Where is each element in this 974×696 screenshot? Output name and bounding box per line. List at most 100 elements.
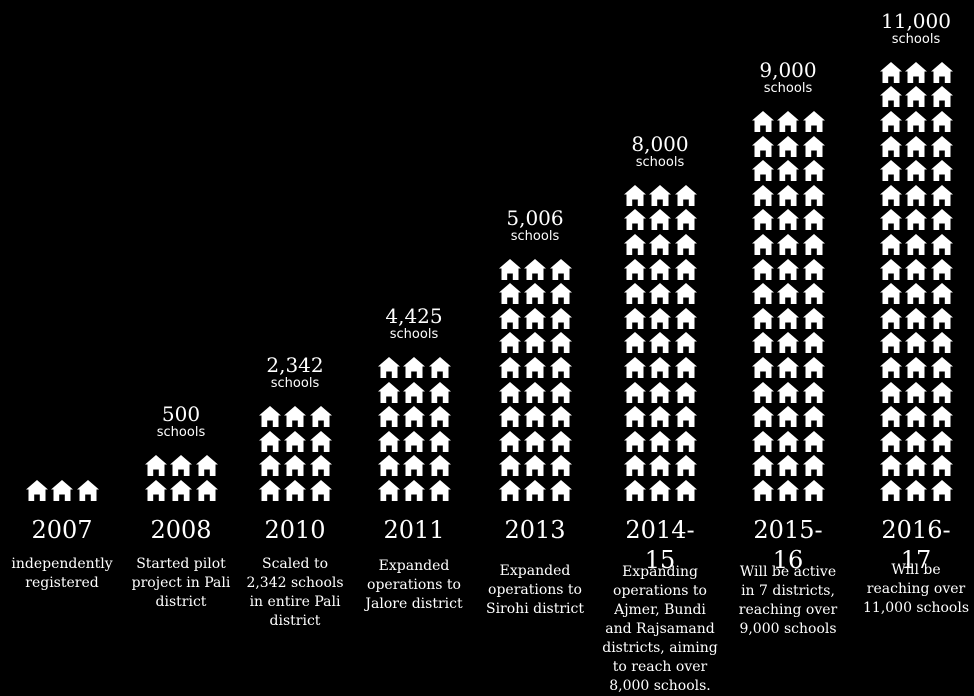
- school-house-icon: [879, 357, 902, 378]
- school-house-icon: [930, 135, 953, 157]
- school-house-icon: [524, 307, 546, 329]
- school-house-icon: [930, 111, 953, 132]
- school-house-icon: [751, 135, 774, 157]
- school-house-icon: [428, 430, 451, 452]
- school-house-icon: [524, 283, 546, 305]
- school-house-icon: [498, 480, 521, 501]
- school-house-icon: [930, 381, 953, 403]
- description-line: 9,000 schools: [739, 621, 837, 637]
- school-house-icon: [498, 381, 521, 403]
- school-house-icon: [930, 357, 953, 378]
- description-line: Sirohi district: [485, 601, 585, 617]
- school-house-icon: [649, 480, 671, 501]
- bar-2014-15: [615, 0, 705, 694]
- x-tick-label-2007: 2007: [31, 516, 93, 544]
- school-house-icon: [674, 381, 697, 403]
- school-house-icon: [802, 135, 825, 157]
- milestone-description-2011: Expanded operations to Jalore district: [359, 557, 469, 614]
- school-house-icon: [751, 111, 774, 132]
- school-house-icon: [879, 406, 902, 428]
- school-house-icon: [802, 430, 825, 452]
- school-house-icon: [930, 455, 953, 477]
- school-house-icon: [777, 455, 799, 477]
- school-house-icon: [51, 480, 73, 501]
- school-house-icon: [649, 184, 671, 206]
- school-house-icon: [674, 455, 697, 477]
- school-house-icon: [284, 455, 306, 477]
- school-house-icon: [549, 430, 572, 452]
- school-house-icon: [905, 86, 927, 108]
- column-2008: 500 schools 2008 Started pilot project in Pa…: [132, 0, 231, 694]
- school-house-icon: [879, 283, 902, 305]
- description-line: in 7 districts,: [741, 583, 835, 599]
- school-house-icon: [403, 381, 425, 403]
- description-line: Expanding: [622, 564, 698, 580]
- school-house-icon: [879, 184, 902, 206]
- school-house-icon: [777, 357, 799, 378]
- school-house-icon: [623, 307, 646, 329]
- data-label-2010: 2,342: [266, 353, 324, 378]
- description-line: 11,000 schools: [863, 600, 969, 616]
- school-house-icon: [377, 381, 400, 403]
- school-house-icon: [377, 430, 400, 452]
- school-house-icon: [751, 307, 774, 329]
- school-house-icon: [905, 381, 927, 403]
- school-house-icon: [905, 111, 927, 132]
- school-house-icon: [930, 307, 953, 329]
- school-house-icon: [751, 455, 774, 477]
- school-house-icon: [802, 480, 825, 501]
- school-house-icon: [403, 357, 425, 378]
- school-house-icon: [930, 258, 953, 280]
- description-line: 8,000 schools.: [609, 678, 711, 694]
- school-house-icon: [428, 455, 451, 477]
- school-house-icon: [879, 455, 902, 477]
- school-house-icon: [905, 406, 927, 428]
- school-house-icon: [524, 381, 546, 403]
- school-house-icon: [623, 184, 646, 206]
- description-line: reaching over: [738, 602, 838, 618]
- school-house-icon: [195, 480, 218, 501]
- school-house-icon: [879, 86, 902, 108]
- x-tick-label-2011: 2011: [383, 516, 445, 544]
- school-house-icon: [377, 480, 400, 501]
- school-house-icon: [674, 406, 697, 428]
- school-house-icon: [879, 332, 902, 354]
- school-house-icon: [777, 258, 799, 280]
- description-line: to reach over: [612, 659, 708, 675]
- school-house-icon: [623, 381, 646, 403]
- milestone-description-2015-16: Will be active in 7 districts, reaching ov…: [733, 563, 843, 639]
- school-house-icon: [649, 430, 671, 452]
- description-line: reaching over: [866, 581, 966, 597]
- description-line: Will be: [891, 562, 941, 578]
- school-house-icon: [777, 209, 799, 231]
- school-house-icon: [879, 61, 902, 83]
- column-2013: 5,006 schools 2013 Expanded operations to Sir…: [486, 0, 584, 694]
- school-house-icon: [879, 160, 902, 182]
- school-house-icon: [524, 480, 546, 501]
- school-house-icon: [195, 455, 218, 477]
- column-2010: 2,342 schools 2010 Scaled to 2,342 schools in…: [246, 0, 343, 694]
- school-house-icon: [258, 406, 281, 428]
- school-house-icon: [777, 332, 799, 354]
- data-label-2016-17: 11,000: [881, 8, 951, 33]
- milestone-description-2008: Started pilot project in Pali district: [126, 555, 236, 612]
- school-house-icon: [524, 430, 546, 452]
- description-line: and Rajsamand: [605, 621, 715, 637]
- school-house-icon: [905, 430, 927, 452]
- school-house-icon: [777, 135, 799, 157]
- school-house-icon: [802, 111, 825, 132]
- school-house-icon: [649, 455, 671, 477]
- school-house-icon: [674, 480, 697, 501]
- school-house-icon: [549, 258, 572, 280]
- school-house-icon: [549, 455, 572, 477]
- school-house-icon: [284, 406, 306, 428]
- school-house-icon: [144, 455, 167, 477]
- school-house-icon: [930, 86, 953, 108]
- school-house-icon: [498, 455, 521, 477]
- school-house-icon: [549, 283, 572, 305]
- school-house-icon: [649, 258, 671, 280]
- school-house-icon: [802, 357, 825, 378]
- school-house-icon: [623, 209, 646, 231]
- school-house-icon: [751, 160, 774, 182]
- school-house-icon: [879, 258, 902, 280]
